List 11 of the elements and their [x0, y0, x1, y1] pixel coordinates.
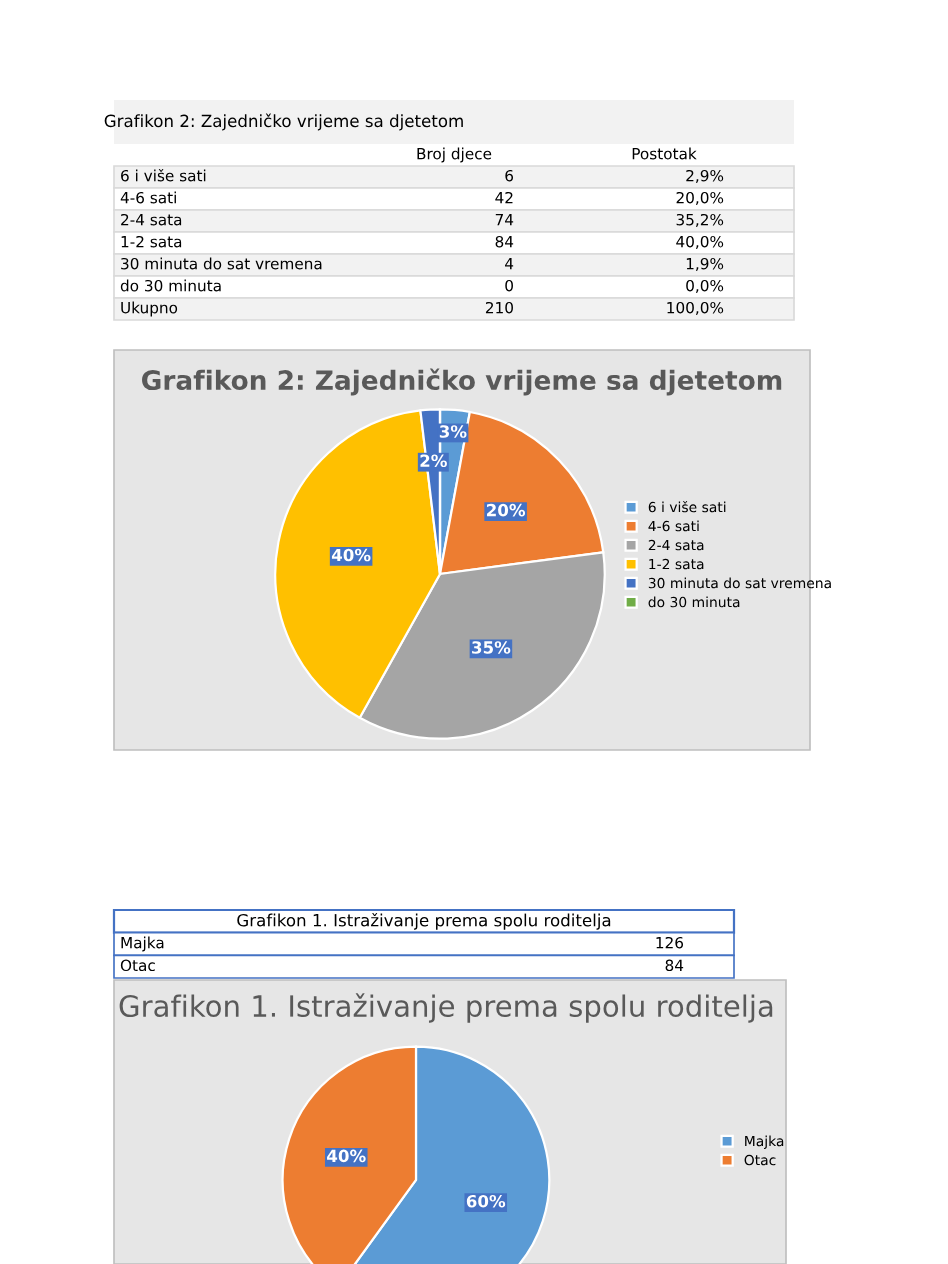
- text: Grafikon 1. Istraživanje prema spolu roditelja: [237, 912, 611, 930]
- data-label: 20%: [487, 503, 526, 517]
- data-label: 40%: [331, 548, 371, 562]
- chart-title: Grafikon 2: Zajedničko vrijeme sa djetetom: [142, 368, 782, 396]
- data-label: 2%: [420, 454, 447, 468]
- data-label: 40%: [327, 1149, 366, 1163]
- chart-title: Grafikon 1. Istraživanje prema spolu roditelja: [119, 993, 773, 1023]
- text: Grafikon 2: Zajedničko vrijeme sa djetetom: [104, 113, 463, 131]
- data-label: 35%: [472, 641, 511, 654]
- data-label: 3%: [439, 425, 467, 438]
- data-label: 60%: [466, 1194, 506, 1208]
